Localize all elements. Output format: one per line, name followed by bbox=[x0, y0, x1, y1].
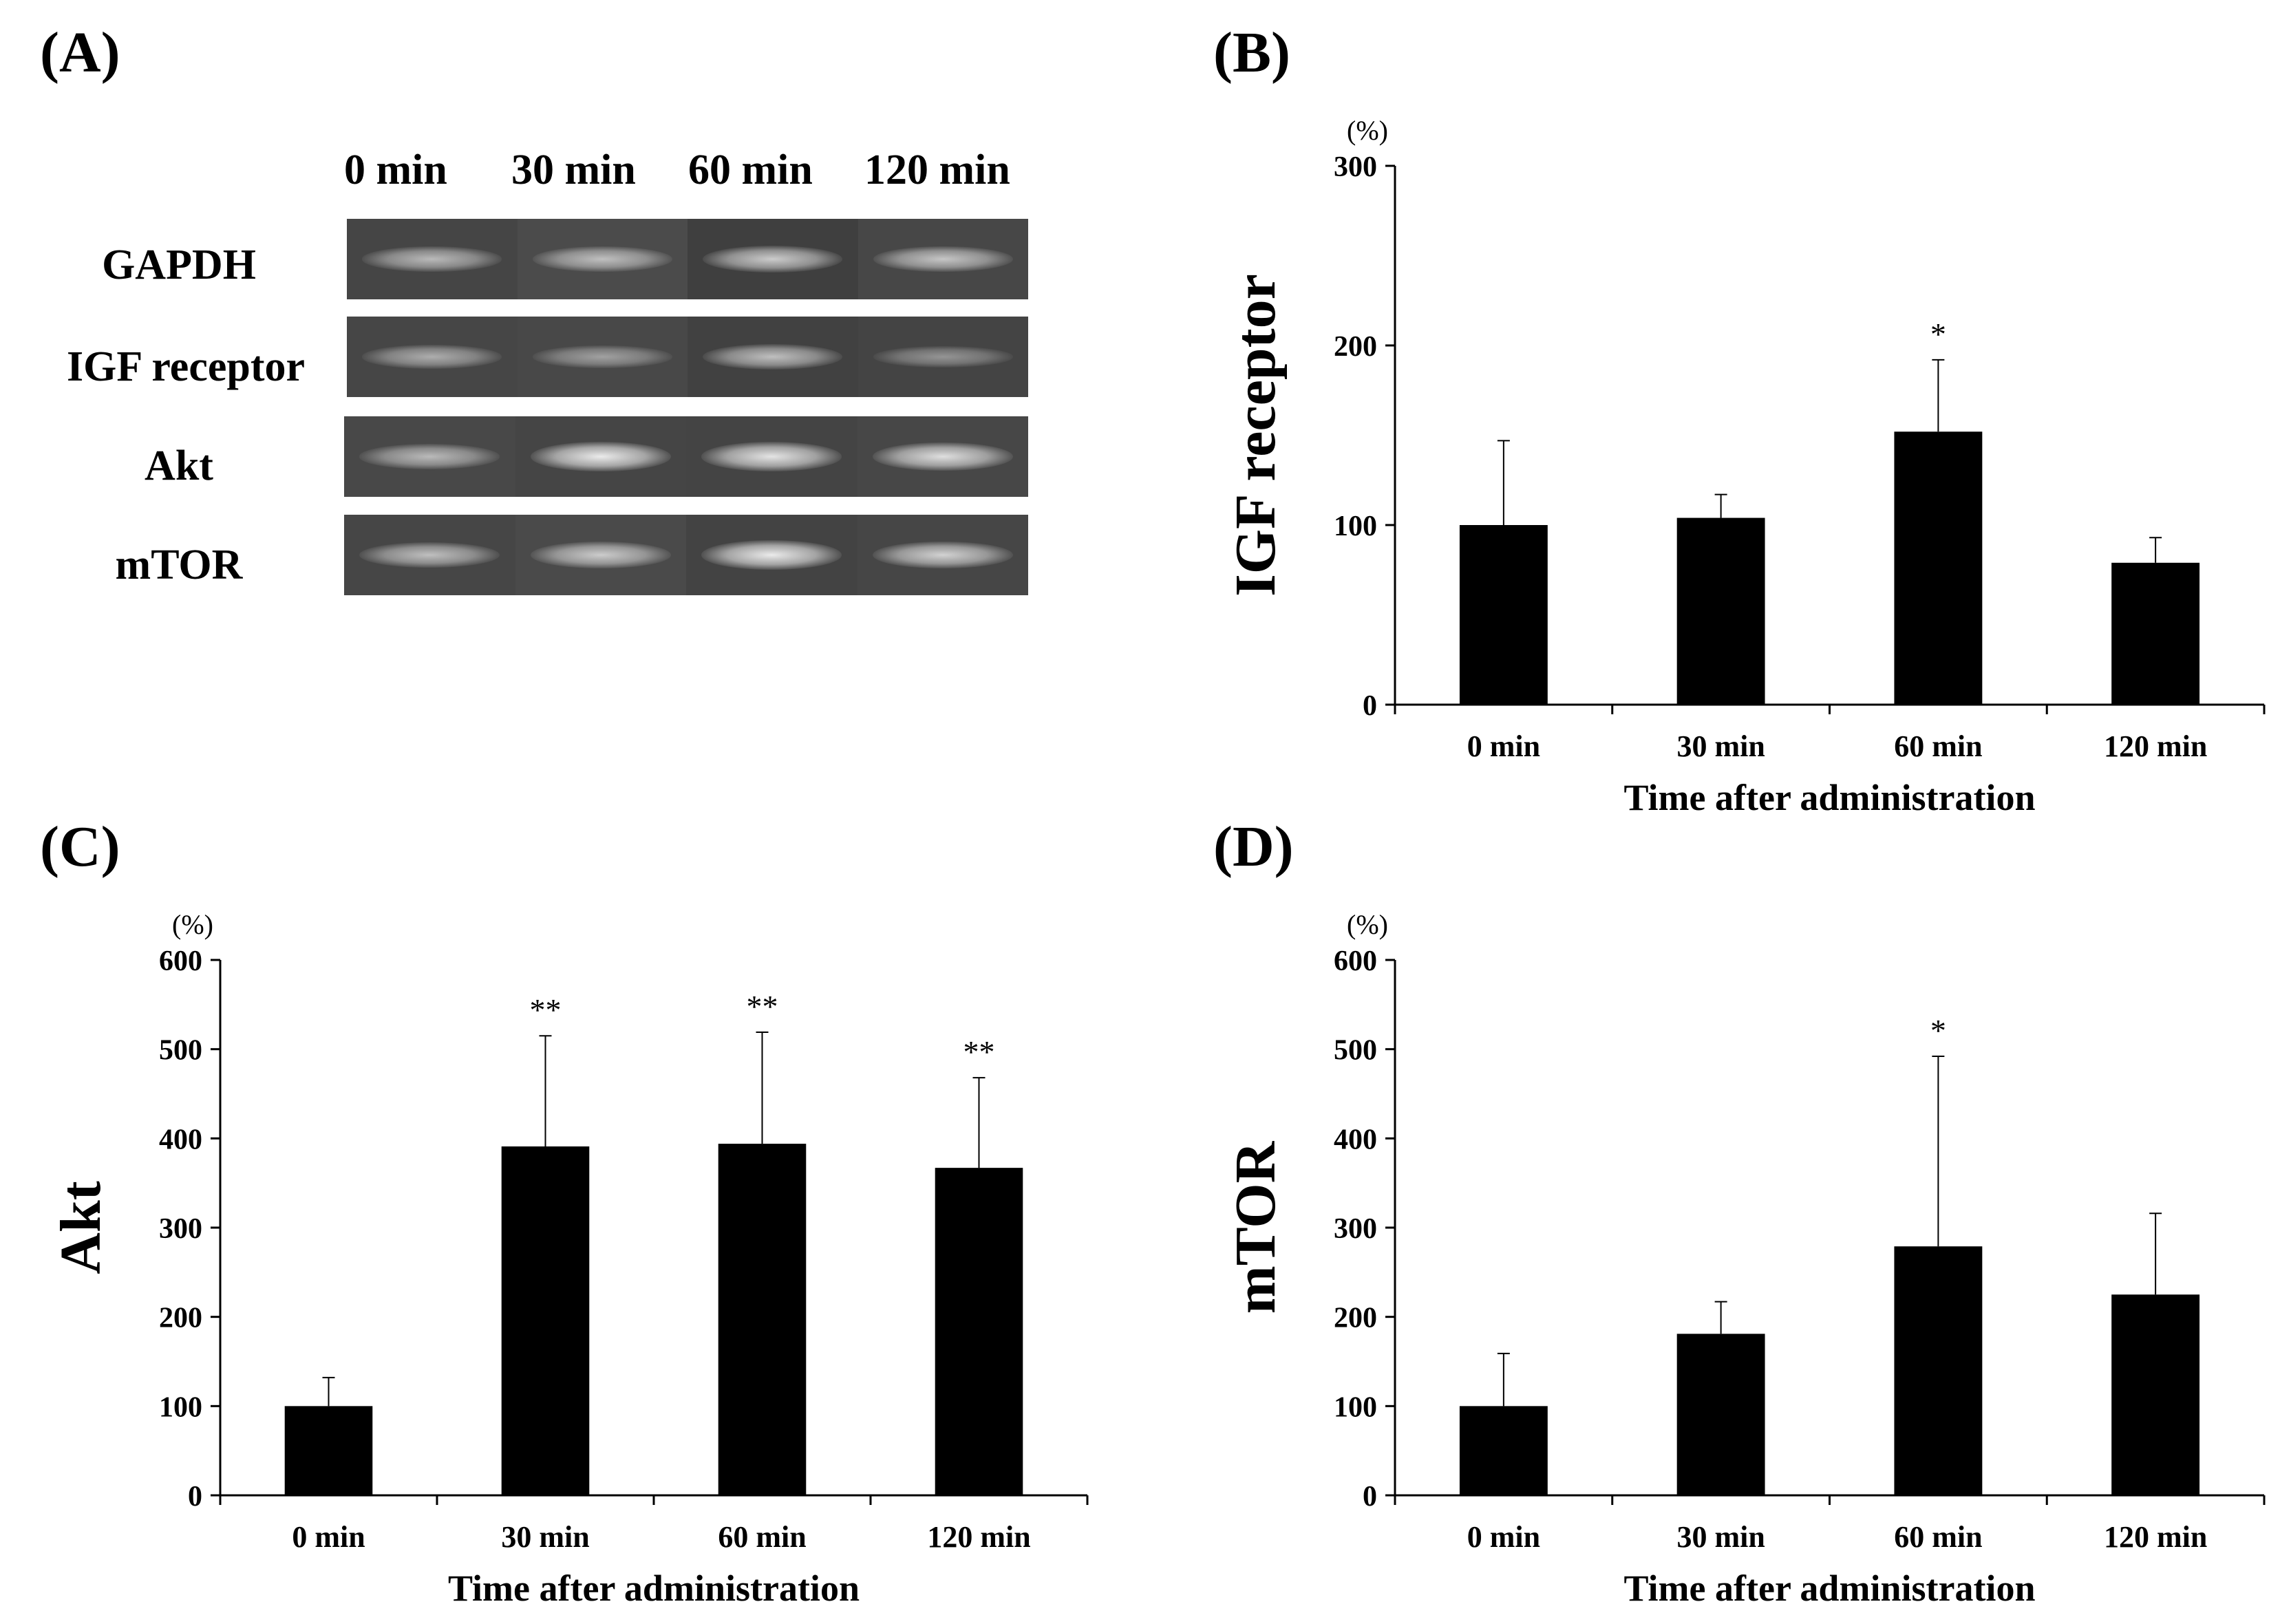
gel-row-label-mtor: mTOR bbox=[115, 542, 243, 588]
gel-band bbox=[362, 246, 502, 272]
significance-mark: * bbox=[1930, 317, 1946, 352]
x-tick-label: 30 min bbox=[1676, 1520, 1765, 1554]
bar bbox=[284, 1406, 373, 1495]
gel-band bbox=[359, 542, 500, 568]
bar bbox=[1676, 1334, 1765, 1495]
chart-c-akt: 0 100 200 300 400 500 600 (%) Akt 0 min ** 30 min **… bbox=[49, 909, 1089, 1609]
y-tick-label: 300 bbox=[159, 1213, 202, 1245]
bar bbox=[1459, 525, 1548, 705]
chart-d-mtor: 0 100 200 300 400 500 600 (%) mTOR 0 min 30 min * 60… bbox=[1224, 909, 2266, 1609]
y-unit-label: (%) bbox=[1347, 909, 1388, 940]
gel-band bbox=[872, 541, 1013, 569]
gel-band bbox=[532, 246, 672, 272]
gel-band bbox=[873, 246, 1013, 273]
gel-band bbox=[530, 441, 671, 472]
gel-band bbox=[530, 542, 671, 568]
bar bbox=[718, 1144, 807, 1495]
x-tick-label: 0 min bbox=[292, 1520, 365, 1554]
gel-row-label-gapdh: GAPDH bbox=[102, 242, 256, 288]
gel-strip-mtor bbox=[344, 515, 1028, 595]
significance-mark: ** bbox=[963, 1034, 995, 1069]
y-tick-label: 200 bbox=[1334, 1303, 1377, 1334]
y-axis-title: mTOR bbox=[1224, 1140, 1288, 1314]
significance-mark: ** bbox=[530, 992, 562, 1027]
panel-label-b: (B) bbox=[1213, 21, 1290, 85]
gel-band bbox=[703, 344, 843, 370]
panel-label-a: (A) bbox=[40, 21, 120, 85]
bar bbox=[1459, 1406, 1548, 1495]
x-tick-label: 120 min bbox=[2104, 1520, 2207, 1554]
gel-strip-igf-receptor bbox=[347, 317, 1028, 397]
x-axis-title: Time after administration bbox=[448, 1568, 860, 1609]
x-tick-label: 0 min bbox=[1467, 729, 1540, 763]
x-tick-label: 120 min bbox=[2104, 729, 2207, 763]
y-tick-label: 300 bbox=[1334, 1213, 1377, 1245]
y-tick-label: 100 bbox=[159, 1391, 202, 1423]
gel-row-label-igf-receptor: IGF receptor bbox=[66, 343, 306, 390]
panel-label-d: (D) bbox=[1213, 815, 1294, 879]
x-tick-label: 60 min bbox=[1894, 729, 1982, 763]
x-tick-label: 60 min bbox=[1894, 1520, 1982, 1554]
y-unit-label: (%) bbox=[1347, 115, 1388, 146]
y-tick-label: 500 bbox=[159, 1035, 202, 1067]
gel-panel: 0 min 30 min 60 min 120 min GAPDH IGF re… bbox=[41, 131, 1046, 612]
y-tick-label: 600 bbox=[1334, 945, 1377, 977]
x-tick-label: 60 min bbox=[718, 1520, 806, 1554]
y-axis-title: Akt bbox=[49, 1181, 113, 1274]
y-tick-label: 300 bbox=[1334, 151, 1377, 183]
y-tick-label: 400 bbox=[159, 1124, 202, 1155]
x-tick-label: 120 min bbox=[927, 1520, 1030, 1554]
gel-band bbox=[873, 346, 1013, 367]
y-unit-label: (%) bbox=[172, 909, 213, 940]
y-tick-label: 0 bbox=[1363, 1481, 1377, 1513]
gel-row-label-akt: Akt bbox=[145, 442, 213, 489]
y-tick-label: 600 bbox=[159, 945, 202, 977]
gel-band bbox=[701, 442, 842, 471]
bar bbox=[1894, 1246, 1983, 1495]
gel-lane-label: 120 min bbox=[864, 147, 1010, 193]
significance-mark: ** bbox=[747, 989, 778, 1024]
gel-lane-label: 30 min bbox=[511, 147, 636, 193]
gel-lane-label: 60 min bbox=[688, 147, 813, 193]
y-tick-label: 100 bbox=[1334, 1391, 1377, 1423]
bar bbox=[1676, 517, 1765, 705]
gel-strip-akt bbox=[344, 416, 1028, 497]
y-tick-label: 0 bbox=[1363, 690, 1377, 722]
bar bbox=[2111, 562, 2200, 705]
y-tick-label: 500 bbox=[1334, 1035, 1377, 1067]
gel-band bbox=[532, 345, 672, 368]
bar bbox=[1894, 431, 1983, 705]
bar bbox=[935, 1168, 1023, 1495]
x-tick-label: 30 min bbox=[501, 1520, 589, 1554]
gel-lane-label: 0 min bbox=[344, 147, 447, 193]
chart-b-igf-receptor: 0 100 200 300 (%) IGF receptor 0 min 30 min * 60 … bbox=[1224, 115, 2266, 818]
gel-band bbox=[701, 539, 842, 570]
gel-band bbox=[359, 444, 500, 469]
gel-band bbox=[703, 246, 843, 273]
x-axis-title: Time after administration bbox=[1624, 777, 2036, 818]
bar bbox=[2111, 1294, 2200, 1495]
gel-band bbox=[872, 442, 1013, 471]
x-tick-label: 30 min bbox=[1676, 729, 1765, 763]
x-axis-title: Time after administration bbox=[1624, 1568, 2036, 1609]
gel-strip-gapdh bbox=[347, 219, 1028, 299]
panel-label-c: (C) bbox=[40, 815, 120, 879]
y-tick-label: 200 bbox=[159, 1303, 202, 1334]
y-tick-label: 100 bbox=[1334, 511, 1377, 542]
x-tick-label: 0 min bbox=[1467, 1520, 1540, 1554]
bar bbox=[501, 1146, 590, 1495]
y-tick-label: 400 bbox=[1334, 1124, 1377, 1155]
significance-mark: * bbox=[1930, 1013, 1946, 1048]
y-tick-label: 200 bbox=[1334, 331, 1377, 363]
y-axis-title: IGF receptor bbox=[1224, 274, 1288, 597]
gel-band bbox=[362, 345, 502, 369]
y-tick-label: 0 bbox=[188, 1481, 202, 1513]
